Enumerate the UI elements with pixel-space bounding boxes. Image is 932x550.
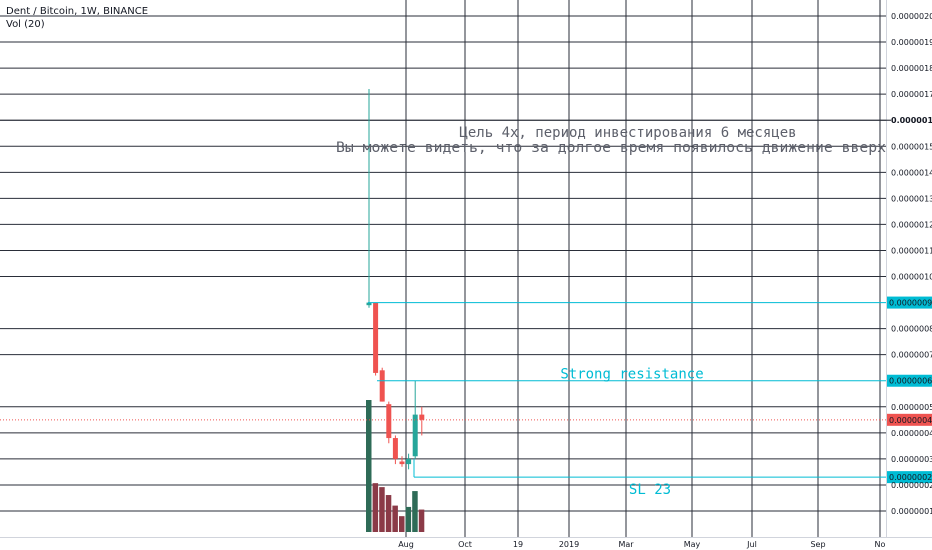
volume-bar [418,509,425,532]
annotations: Цель 4x, период инвестирования 6 месяцев… [336,125,886,156]
chart-header: Dent / Bitcoin, 1W, BINANCE Vol (20) [6,5,148,31]
level-label: Strong resistance [560,367,703,383]
volume-bar [366,400,372,532]
level-label: SL 23 [629,482,671,498]
candles [366,88,425,470]
candle-body [373,302,379,373]
volume-bar [412,491,418,532]
level-price-tag [887,374,932,387]
price-tick-label: 0.00000010 [891,507,932,516]
candle-body [379,370,385,402]
price-axis-crosshair-label: 0.00000160 [891,116,932,125]
time-tick-label: Aug [398,540,414,549]
level-price-label: 0.00000060 [889,377,932,386]
candle-body [392,438,398,459]
volume-bar [399,516,405,532]
grid [0,0,886,537]
candle-body [386,404,392,439]
level-price-label: 0.00000023 [889,473,932,482]
candle-body [406,458,412,465]
annotation-text: Цель 4x, период инвестирования 6 месяцев [459,125,796,141]
time-tick-label: 2019 [559,540,579,549]
time-tick-label: Mar [618,540,634,549]
time-tick-label: 19 [513,540,523,549]
candle-body [399,461,405,465]
time-axis[interactable]: Aug Oct 19 2019 Mar May Jul Sep No [0,537,932,550]
level-price-tag [887,296,932,309]
volume-indicator-label[interactable]: Vol (20) [6,19,45,30]
current-price-tag [887,413,932,426]
symbol-title[interactable]: Dent / Bitcoin, 1W, BINANCE [6,6,149,17]
time-tick-label: No [875,540,886,549]
time-tick-label: Oct [458,540,472,549]
annotation-text: Вы можете видеть, что за долгое время по… [336,140,886,156]
current-price-label: 0.00000045 [889,416,932,425]
time-tick-label: May [684,540,701,549]
volume-bars [366,400,425,532]
level-price-tag [887,471,932,484]
candle-body [366,302,372,306]
time-tick-label: Sep [810,540,825,549]
volume-bar [392,505,398,532]
volume-bar [405,506,412,532]
volume-bar [385,495,392,532]
volume-bar [372,483,379,532]
time-tick-label: Jul [746,540,757,549]
candle-body [419,414,425,420]
candle-body [412,414,418,457]
volume-bar [379,487,385,532]
